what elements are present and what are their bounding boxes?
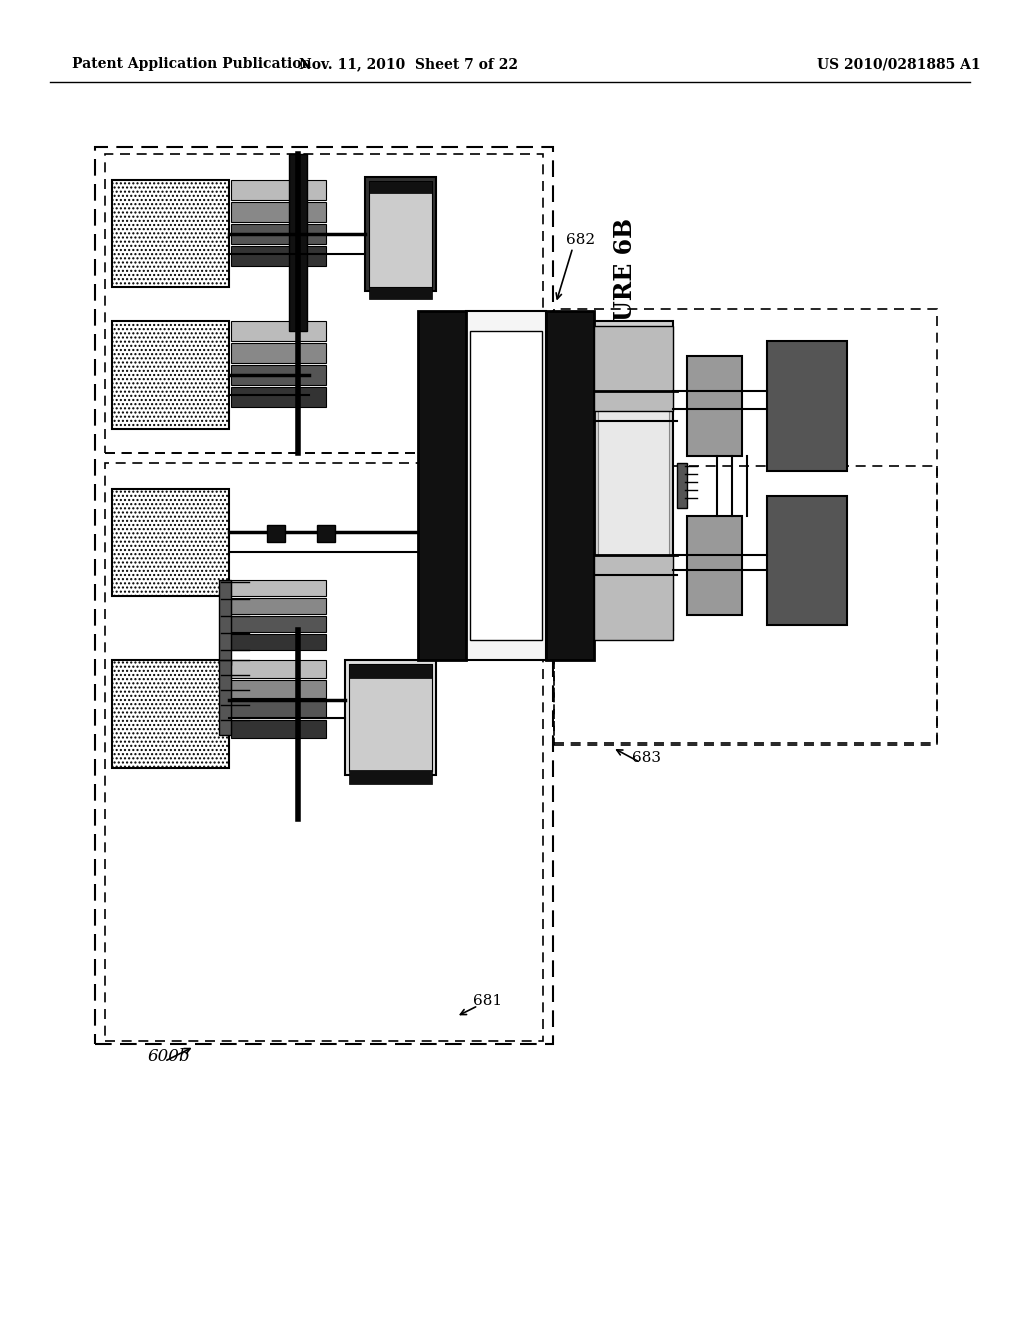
Bar <box>316 524 335 543</box>
Text: FIGURE 6B: FIGURE 6B <box>612 218 637 368</box>
Bar <box>231 680 326 698</box>
Bar <box>231 366 326 385</box>
Bar <box>554 466 937 744</box>
Bar <box>231 223 326 244</box>
Bar <box>231 581 326 597</box>
Text: 681: 681 <box>473 994 503 1007</box>
Bar <box>231 202 326 222</box>
Bar <box>231 634 326 649</box>
Bar <box>267 524 285 543</box>
Bar <box>219 581 231 665</box>
Bar <box>112 321 229 429</box>
Bar <box>554 309 937 743</box>
Bar <box>687 516 742 615</box>
Bar <box>104 154 543 453</box>
Text: 683: 683 <box>632 751 660 764</box>
Bar <box>231 387 326 407</box>
Bar <box>231 343 326 363</box>
Bar <box>104 463 543 1040</box>
Text: US 2010/0281885 A1: US 2010/0281885 A1 <box>817 57 980 71</box>
Text: 600b: 600b <box>147 1048 189 1065</box>
Bar <box>466 312 546 660</box>
Bar <box>231 700 326 718</box>
Bar <box>767 495 847 626</box>
Bar <box>419 312 466 660</box>
Bar <box>231 616 326 632</box>
Bar <box>677 463 687 508</box>
Bar <box>289 154 307 331</box>
Bar <box>369 181 432 193</box>
Bar <box>112 488 229 597</box>
Bar <box>767 342 847 471</box>
Bar <box>470 331 542 640</box>
Bar <box>231 321 326 342</box>
Bar <box>219 660 231 735</box>
Bar <box>369 181 432 288</box>
Bar <box>546 312 594 660</box>
Bar <box>598 329 670 622</box>
Bar <box>231 246 326 265</box>
Bar <box>345 660 436 775</box>
Text: 682: 682 <box>566 232 595 247</box>
Bar <box>231 180 326 199</box>
Bar <box>369 288 432 300</box>
Bar <box>231 719 326 738</box>
Bar <box>594 556 674 640</box>
Bar <box>231 660 326 678</box>
Bar <box>365 177 436 292</box>
Bar <box>94 147 553 1044</box>
Text: Nov. 11, 2010  Sheet 7 of 22: Nov. 11, 2010 Sheet 7 of 22 <box>299 57 518 71</box>
Bar <box>231 598 326 614</box>
Bar <box>348 770 432 784</box>
Bar <box>594 321 674 630</box>
Bar <box>594 326 674 411</box>
Text: Patent Application Publication: Patent Application Publication <box>72 57 311 71</box>
Bar <box>112 660 229 767</box>
Bar <box>687 356 742 455</box>
Bar <box>348 664 432 771</box>
Bar <box>348 664 432 678</box>
Bar <box>112 180 229 288</box>
